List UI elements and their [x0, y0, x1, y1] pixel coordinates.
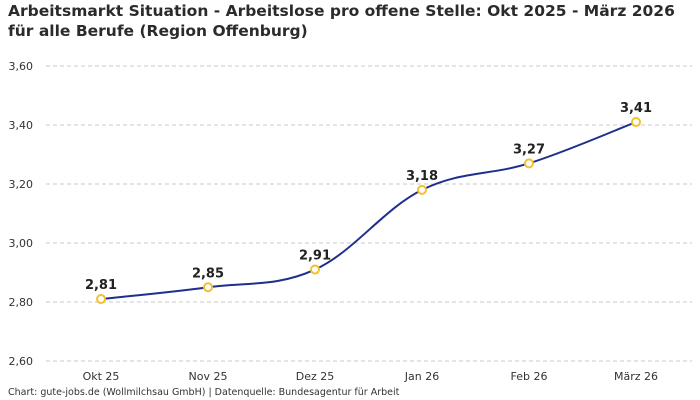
x-tick-label: Dez 25: [296, 370, 335, 383]
x-tick-label: Okt 25: [83, 370, 120, 383]
x-tick-label: Feb 26: [511, 370, 548, 383]
y-axis-tick-labels: 2,60 2,80 3,00 3,20 3,40 3,60: [9, 60, 34, 368]
y-tick-label: 2,60: [9, 355, 34, 368]
data-label: 2,85: [192, 266, 224, 281]
x-axis-tick-labels: Okt 25 Nov 25 Dez 25 Jan 26 Feb 26 März 26: [83, 370, 658, 383]
grid-lines: [46, 65, 692, 362]
data-label: 2,81: [85, 278, 117, 293]
y-tick-label: 3,00: [9, 237, 34, 250]
data-label: 2,91: [299, 249, 331, 264]
data-label: 3,41: [620, 101, 652, 116]
x-tick-label: Jan 26: [404, 370, 439, 383]
y-tick-label: 3,60: [9, 60, 34, 73]
data-point: [96, 294, 106, 305]
source-note: Chart: gute-jobs.de (Wollmilchsau GmbH) …: [8, 387, 400, 398]
chart-footer: Chart: gute-jobs.de (Wollmilchsau GmbH) …: [8, 387, 399, 398]
data-label: 3,27: [513, 142, 545, 157]
x-tick-label: März 26: [614, 370, 658, 383]
data-point: [310, 264, 320, 275]
y-tick-label: 3,20: [9, 178, 34, 191]
data-point: [631, 117, 641, 128]
data-point: [417, 184, 427, 195]
data-point: [203, 282, 213, 293]
data-labels: 2,81 2,85 2,91 3,18 3,27 3,41: [85, 101, 652, 293]
chart-title: Arbeitsmarkt Situation - Arbeitslose pro…: [8, 2, 675, 40]
series-line: [100, 121, 637, 301]
x-tick-label: Nov 25: [189, 370, 228, 383]
data-point: [524, 158, 534, 169]
y-tick-label: 2,80: [9, 296, 34, 309]
y-tick-label: 3,40: [9, 119, 34, 132]
data-label: 3,18: [406, 169, 438, 184]
data-points: [96, 117, 641, 305]
